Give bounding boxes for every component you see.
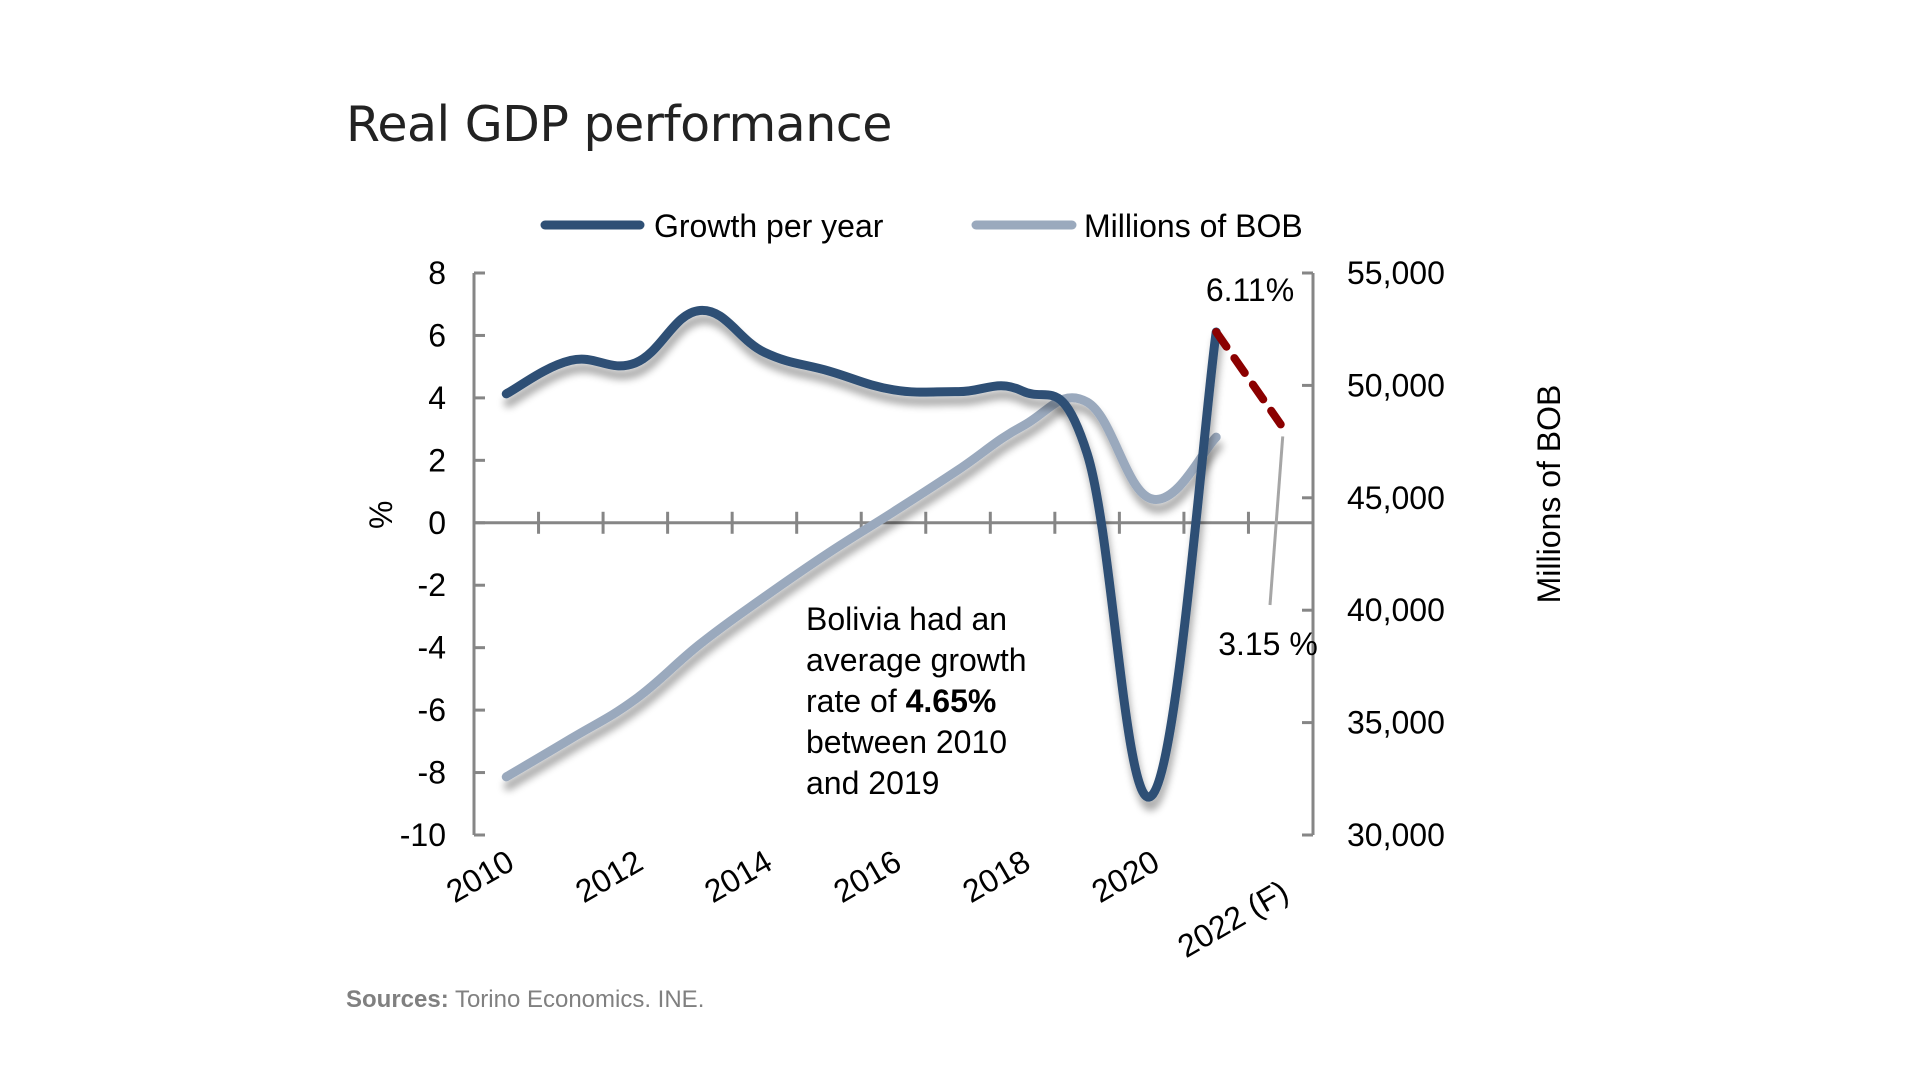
left-axis-tick-label: 4 xyxy=(428,380,446,416)
left-axis-title: % xyxy=(363,501,399,529)
right-axis-tick-label: 30,000 xyxy=(1347,817,1445,853)
x-tick-label: 2010 xyxy=(440,843,520,910)
right-axis-tick-label: 35,000 xyxy=(1347,705,1445,741)
left-axis-tick-label: -10 xyxy=(400,817,446,853)
x-tick-label: 2016 xyxy=(827,843,907,910)
legend: Growth per year Millions of BOB xyxy=(540,208,1303,244)
left-axis-tick-label: 2 xyxy=(428,442,446,478)
left-axis-tick-label: -2 xyxy=(418,567,446,603)
sources-label: Sources: xyxy=(346,986,449,1013)
left-axis-tick-label: 0 xyxy=(428,505,446,541)
right-axis-tick-label: 45,000 xyxy=(1347,480,1445,516)
sources-note: Sources: Torino Economics. INE. xyxy=(346,986,704,1014)
bob-line xyxy=(501,393,1221,782)
growth-line xyxy=(501,305,1221,802)
note-line: and 2019 xyxy=(806,765,939,801)
right-axis-tick-label: 55,000 xyxy=(1347,255,1445,291)
annotations: 6.11% 3.15 % Bolivia had an average growth r… xyxy=(806,272,1318,801)
left-axis-tick-label: 6 xyxy=(428,317,446,353)
left-axis-tick-label: 8 xyxy=(428,255,446,291)
note-text: Bolivia had an xyxy=(806,601,1007,637)
peak-value-label: 6.11% xyxy=(1206,272,1294,308)
x-tick-label: 2018 xyxy=(956,843,1036,910)
x-tick-label: 2014 xyxy=(698,843,778,910)
forecast-value-label: 3.15 % xyxy=(1218,626,1318,662)
right-axis-tick-label: 50,000 xyxy=(1347,367,1445,403)
series-layer xyxy=(501,305,1285,802)
legend-label-growth: Growth per year xyxy=(654,208,884,244)
sources-text: Torino Economics. INE. xyxy=(448,986,705,1013)
note-line: between 2010 xyxy=(806,724,1007,760)
note-line: rate of 4.65% xyxy=(806,683,996,719)
note-text: rate of xyxy=(806,683,906,719)
note-text: and 2019 xyxy=(806,765,939,801)
left-axis-tick-label: -6 xyxy=(418,692,446,728)
left-axis-tick-label: -8 xyxy=(418,755,446,791)
right-axis-title: Millions of BOB xyxy=(1531,385,1567,604)
note-text: between 2010 xyxy=(806,724,1007,760)
x-tick-label: 2020 xyxy=(1086,843,1166,910)
legend-label-bob: Millions of BOB xyxy=(1084,208,1303,244)
right-axis-tick-label: 40,000 xyxy=(1347,592,1445,628)
forecast-line xyxy=(1212,328,1285,429)
chart-title: Real GDP performance xyxy=(346,96,892,153)
left-axis-tick-label: -4 xyxy=(418,630,446,666)
x-tick-label: 2022 (F) xyxy=(1171,873,1294,965)
note-line: Bolivia had an xyxy=(806,601,1007,637)
note-line: average growth xyxy=(806,642,1027,678)
note-highlight-value: 4.65% xyxy=(906,683,997,719)
forecast-leader-line xyxy=(1268,436,1285,606)
x-tick-label: 2012 xyxy=(569,843,649,910)
note-text: average growth xyxy=(806,642,1027,678)
